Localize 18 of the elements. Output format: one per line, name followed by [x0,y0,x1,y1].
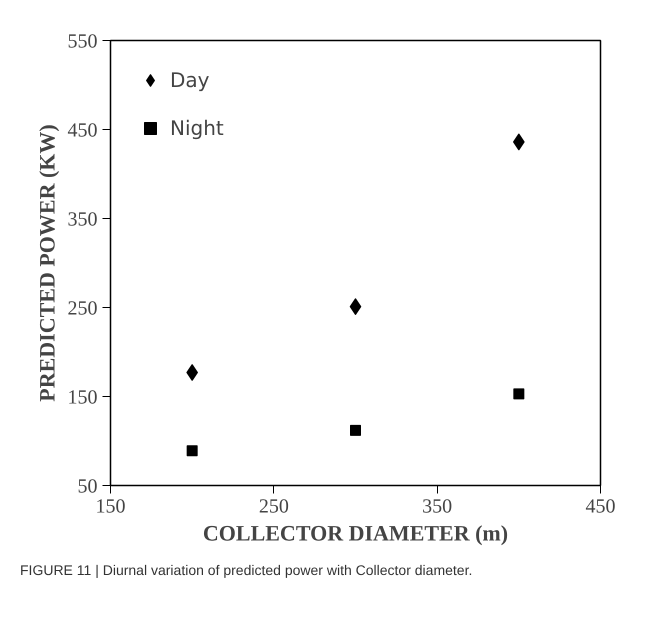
x-tick-label: 250 [258,496,289,518]
x-tick-label: 150 [96,496,126,518]
point [350,424,361,436]
y-axis-title: PREDICTED POWER (KW) [34,124,60,402]
y-tick-label: 550 [68,30,98,52]
y-tick-label: 250 [68,298,98,320]
x-tick-label: 350 [422,496,452,518]
x-axis-title: COLLECTOR DIAMETER (m) [202,520,508,546]
point [513,388,524,400]
point [186,445,198,456]
legend-label: Night [170,116,224,140]
x-tick-label: 450 [586,496,616,518]
y-tick-label: 450 [68,120,98,142]
caption: FIGURE 11 | Diurnal variation of predicted power with Collector diameter. [20,561,472,580]
y-tick-label: 150 [68,386,98,408]
y-tick-label: 50 [78,476,98,498]
legend-label: Day [170,68,210,92]
y-tick-label: 350 [68,208,98,230]
